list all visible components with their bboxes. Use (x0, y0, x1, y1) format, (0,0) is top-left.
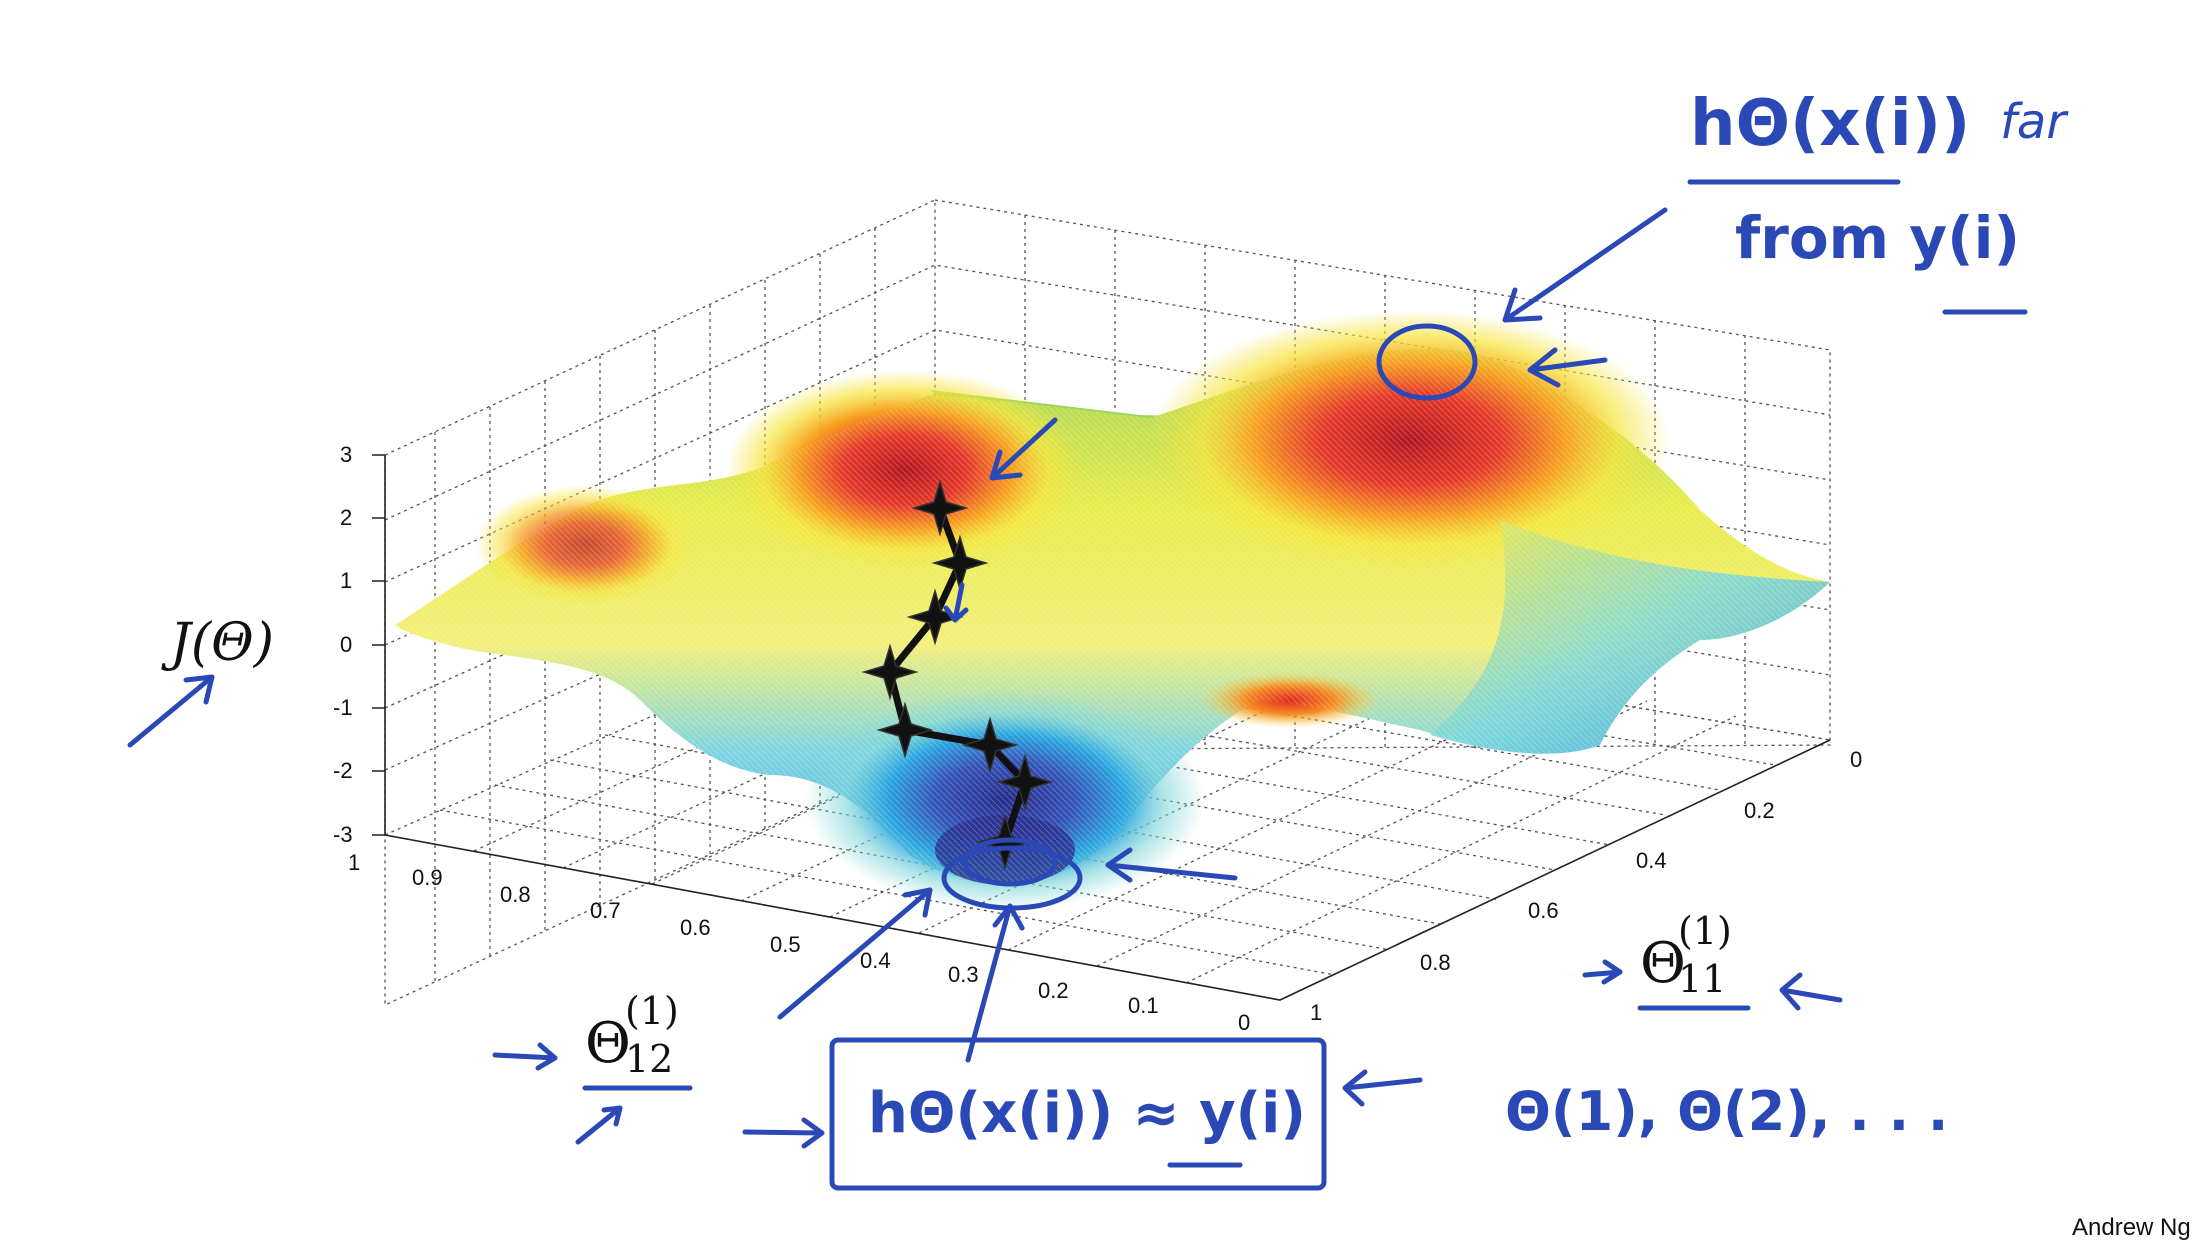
box-note: hΘ(x(i)) ≈ y(i) (868, 1081, 1306, 1146)
step-marker (996, 753, 1054, 811)
theta-list: Θ(1), Θ(2), . . . (1505, 1080, 1948, 1143)
z-tick: -2 (333, 758, 353, 783)
right-axis-tick: 0.6 (1528, 898, 1559, 923)
theta12-sub: 12 (625, 1037, 673, 1081)
left-axis-tick: 0.6 (680, 915, 711, 940)
min-circle-inner (962, 837, 1058, 887)
cost-surface (395, 310, 1830, 910)
right-axis-tick-labels: 0 0.2 0.4 0.6 0.8 1 (1310, 747, 1862, 1025)
left-axis-tick: 0 (1238, 1010, 1250, 1035)
z-axis-label: J(Θ) (161, 613, 274, 673)
left-axis-tick: 0.4 (860, 948, 891, 973)
step-marker (861, 643, 919, 701)
step-marker (961, 716, 1019, 774)
z-tick: 2 (340, 505, 352, 530)
left-axis-tick: 0.1 (1128, 993, 1159, 1018)
step-marker (876, 701, 934, 759)
step-marker (911, 479, 969, 537)
z-axis-tick-labels: 3 2 1 0 -1 -2 -3 (333, 442, 353, 847)
left-axis-tick: 0.3 (948, 962, 979, 987)
left-axis-tick-labels: 1 0.9 0.8 0.7 0.6 0.5 0.4 0.3 0.2 0.1 0 (348, 850, 1250, 1035)
peak-circle (1376, 323, 1478, 401)
theta11-sup: (1) (1678, 909, 1732, 953)
note-hypothesis: hΘ(x(i)) (1690, 87, 1970, 161)
theta12-sup: (1) (625, 989, 679, 1033)
z-ticks-marks (372, 454, 385, 836)
right-axis-tick: 0.8 (1420, 950, 1451, 975)
note-far: far (2000, 94, 2069, 150)
theta11-symbol: Θ (1640, 931, 1686, 996)
right-axis-tick: 0.4 (1636, 848, 1667, 873)
left-axis-tick: 0.2 (1038, 978, 1069, 1003)
right-axis-tick: 0.2 (1744, 798, 1775, 823)
right-axis-tick: 1 (1310, 1000, 1322, 1025)
left-axis-tick: 0.5 (770, 932, 801, 957)
z-tick: -1 (333, 695, 353, 720)
author-credit: Andrew Ng (2072, 1214, 2191, 1241)
left-axis-tick: 0.8 (500, 882, 531, 907)
note-from: from y(i) (1735, 204, 2020, 272)
axis-label-theta11: Θ (1) 11 (1640, 909, 1732, 1001)
z-tick: 0 (340, 632, 352, 657)
left-axis-tick: 1 (348, 850, 360, 875)
left-axis-tick: 0.9 (412, 865, 443, 890)
theta12-symbol: Θ (585, 1011, 631, 1076)
handwritten-annotations: hΘ(x(i)) far from y(i) Θ (1) 11 Θ (1) 12… (127, 87, 2069, 1191)
z-tick: 3 (340, 442, 352, 467)
box-note-frame (829, 1037, 1327, 1191)
theta11-sub: 11 (1678, 957, 1726, 1001)
descent-path (861, 479, 1054, 871)
z-tick: 1 (340, 568, 352, 593)
right-axis-tick: 0 (1850, 747, 1862, 772)
axis-label-theta12: Θ (1) 12 (585, 989, 679, 1081)
left-axis-tick: 0.7 (590, 898, 621, 923)
z-tick: -3 (333, 822, 353, 847)
